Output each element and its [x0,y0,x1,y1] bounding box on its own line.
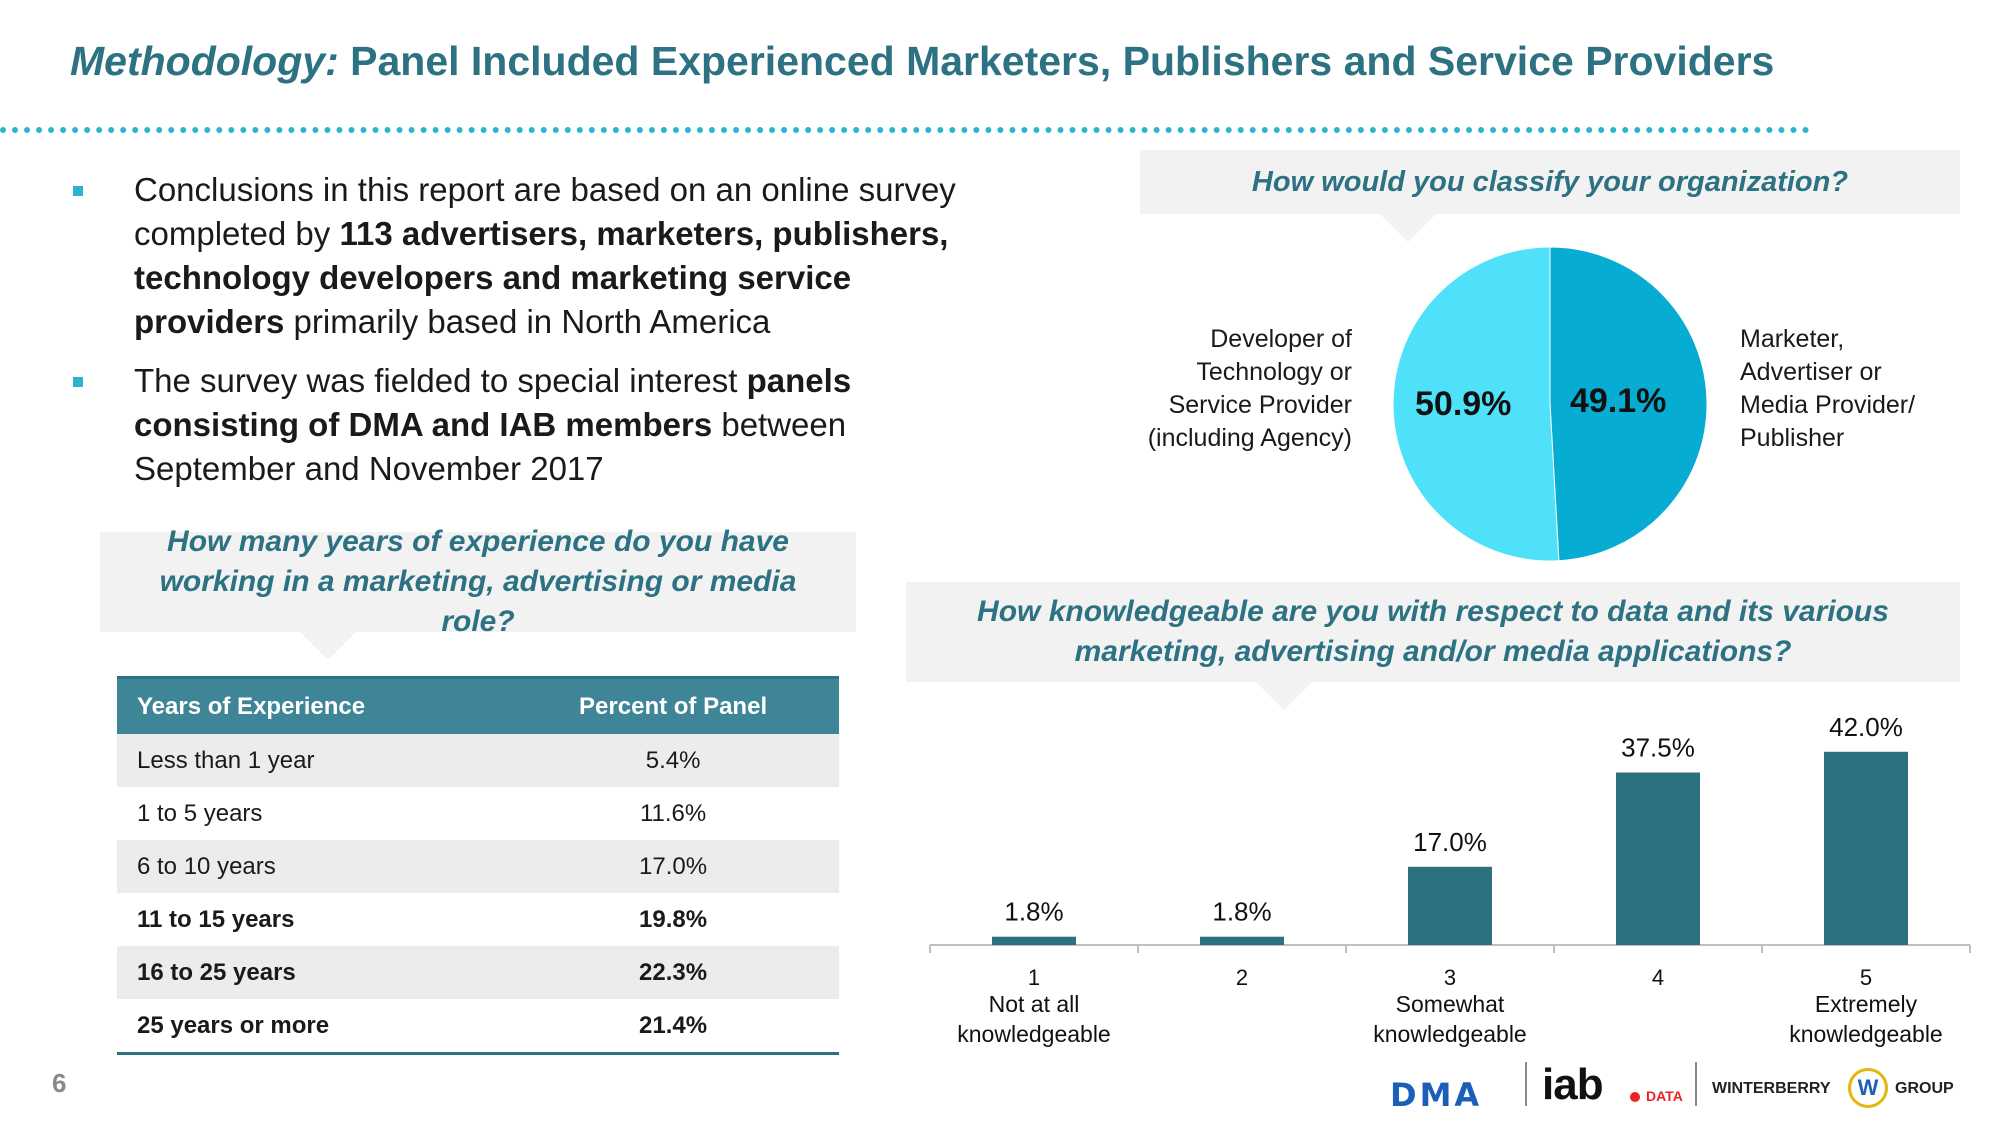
pie-slice-developer [1392,246,1560,562]
pie-slice-marketer [1549,246,1708,562]
footer-logos: DMA iab DATA WINTERBERRY W GROUP [1390,1058,1960,1114]
callout-tail [1256,682,1312,710]
winterberry-text: WINTERBERRY [1712,1080,1831,1097]
experience-table: Years of Experience Percent of Panel Les… [117,676,839,1055]
pie-label-line: (including Agency) [1147,424,1352,452]
question-classify-text: How would you classify your organization… [1251,165,1849,198]
bullet-square-icon [73,377,83,387]
pie-label-line: Media Provider/ [1740,391,1916,419]
x-tick-sublabel: Extremely [1815,991,1918,1017]
pie-label-line: Technology or [1196,358,1352,386]
x-tick-sublabel: Not at all [989,991,1080,1017]
title-main: Panel Included Experienced Marketers, Pu… [338,38,1775,84]
dma-logo: DMA [1390,1076,1483,1114]
page-title: Methodology: Panel Included Experienced … [70,38,1774,85]
dotted-divider [0,127,1810,133]
table-row: 1 to 5 years 11.6% [117,787,839,840]
table-row: Less than 1 year 5.4% [117,734,839,787]
question-classify: How would you classify your organization… [1140,150,1960,242]
bar [1616,772,1700,945]
table-header-row: Years of Experience Percent of Panel [117,676,839,734]
table-cell-value: 21.4% [507,999,839,1055]
table-cell-label: 11 to 15 years [137,905,295,933]
bar [1408,866,1492,945]
table-cell-value: 19.8% [639,905,708,933]
iab-data-label: DATA [1646,1088,1683,1104]
table-header: Percent of Panel [507,676,839,734]
logo-separator [1525,1062,1527,1106]
table-cell-value: 11.6% [639,799,707,827]
x-tick-sublabel: knowledgeable [957,1021,1110,1047]
bullet-square-icon [73,186,83,196]
pie-pct-marketer: 49.1% [1570,382,1667,420]
x-tick-label: 2 [1236,965,1248,990]
pie-label-marketer: Marketer, Advertiser or Media Provider/ … [1740,323,1980,455]
bullet-item: Conclusions in this report are based on … [70,168,990,344]
bar-data-label: 1.8% [1004,897,1063,927]
table-cell-label: Less than 1 year [117,734,508,787]
callout-tail [1380,214,1436,242]
bullet-bold-text: panels consisting of DMA and IAB members [134,362,852,443]
bullet-text: Conclusions in this report are based on … [134,171,956,252]
winterberry-group-text: GROUP [1895,1080,1954,1097]
bar-data-label: 42.0% [1829,712,1903,742]
page-number: 6 [52,1068,67,1098]
winterberry-logo-icon: W [1848,1068,1888,1108]
bullet-list: Conclusions in this report are based on … [70,168,990,506]
table-cell-value: 17.0% [507,840,839,893]
title-italic: Methodology: [70,38,339,84]
bullet-text: The survey was fielded to special intere… [134,362,747,399]
question-knowledge-text: How knowledgeable are you with respect t… [977,595,1889,668]
bar [1200,936,1284,945]
pie-label-developer: Developer of Technology or Service Provi… [1100,323,1352,455]
x-tick-label: 5 [1860,965,1872,990]
x-tick-sublabel: knowledgeable [1373,1021,1526,1047]
x-tick-label: 3 [1444,965,1456,990]
table-cell-label: 16 to 25 years [117,946,508,999]
x-tick-sublabel: Somewhat [1396,991,1505,1017]
bar [1824,751,1908,945]
bullet-item: The survey was fielded to special intere… [70,359,990,491]
pie-chart [1392,246,1708,562]
x-tick-label: 1 [1028,965,1040,990]
pie-label-line: Advertiser or [1740,358,1882,386]
x-tick-label: 4 [1652,965,1664,990]
pie-label-line: Publisher [1740,424,1845,452]
logo-separator [1695,1062,1697,1106]
question-years-text: How many years of experience do you have… [159,525,797,638]
x-tick-sublabel: knowledgeable [1789,1021,1942,1047]
table-cell-label: 1 to 5 years [137,799,263,827]
table-row: 6 to 10 years 17.0% [117,840,839,893]
bullet-text: between September and November 2017 [134,406,847,487]
question-years: How many years of experience do you have… [100,525,856,660]
bar [992,936,1076,945]
iab-logo: iab [1542,1060,1604,1109]
pie-label-line: Service Provider [1168,391,1352,419]
table-row: 16 to 25 years 22.3% [117,946,839,999]
bar-data-label: 1.8% [1212,897,1271,927]
bullet-text: primarily based in North America [284,303,771,340]
table-row: 25 years or more 21.4% [117,999,839,1055]
table-cell-value: 5.4% [507,734,839,787]
pie-pct-developer: 50.9% [1415,385,1512,423]
iab-dot-icon [1630,1092,1640,1102]
table-cell-label: 25 years or more [117,999,508,1055]
pie-label-line: Developer of [1210,325,1352,353]
question-knowledge: How knowledgeable are you with respect t… [906,582,1960,710]
pie-label-line: Marketer, [1740,325,1845,353]
callout-tail [300,632,356,660]
table-row: 11 to 15 years 19.8% [117,893,839,946]
bullet-bold-text: 113 advertisers, marketers, publishers, … [134,215,949,340]
table-header: Years of Experience [117,676,508,734]
bar-data-label: 17.0% [1413,827,1487,857]
table-cell-label: 6 to 10 years [117,840,508,893]
table-cell-value: 22.3% [507,946,839,999]
bar-data-label: 37.5% [1621,733,1695,763]
